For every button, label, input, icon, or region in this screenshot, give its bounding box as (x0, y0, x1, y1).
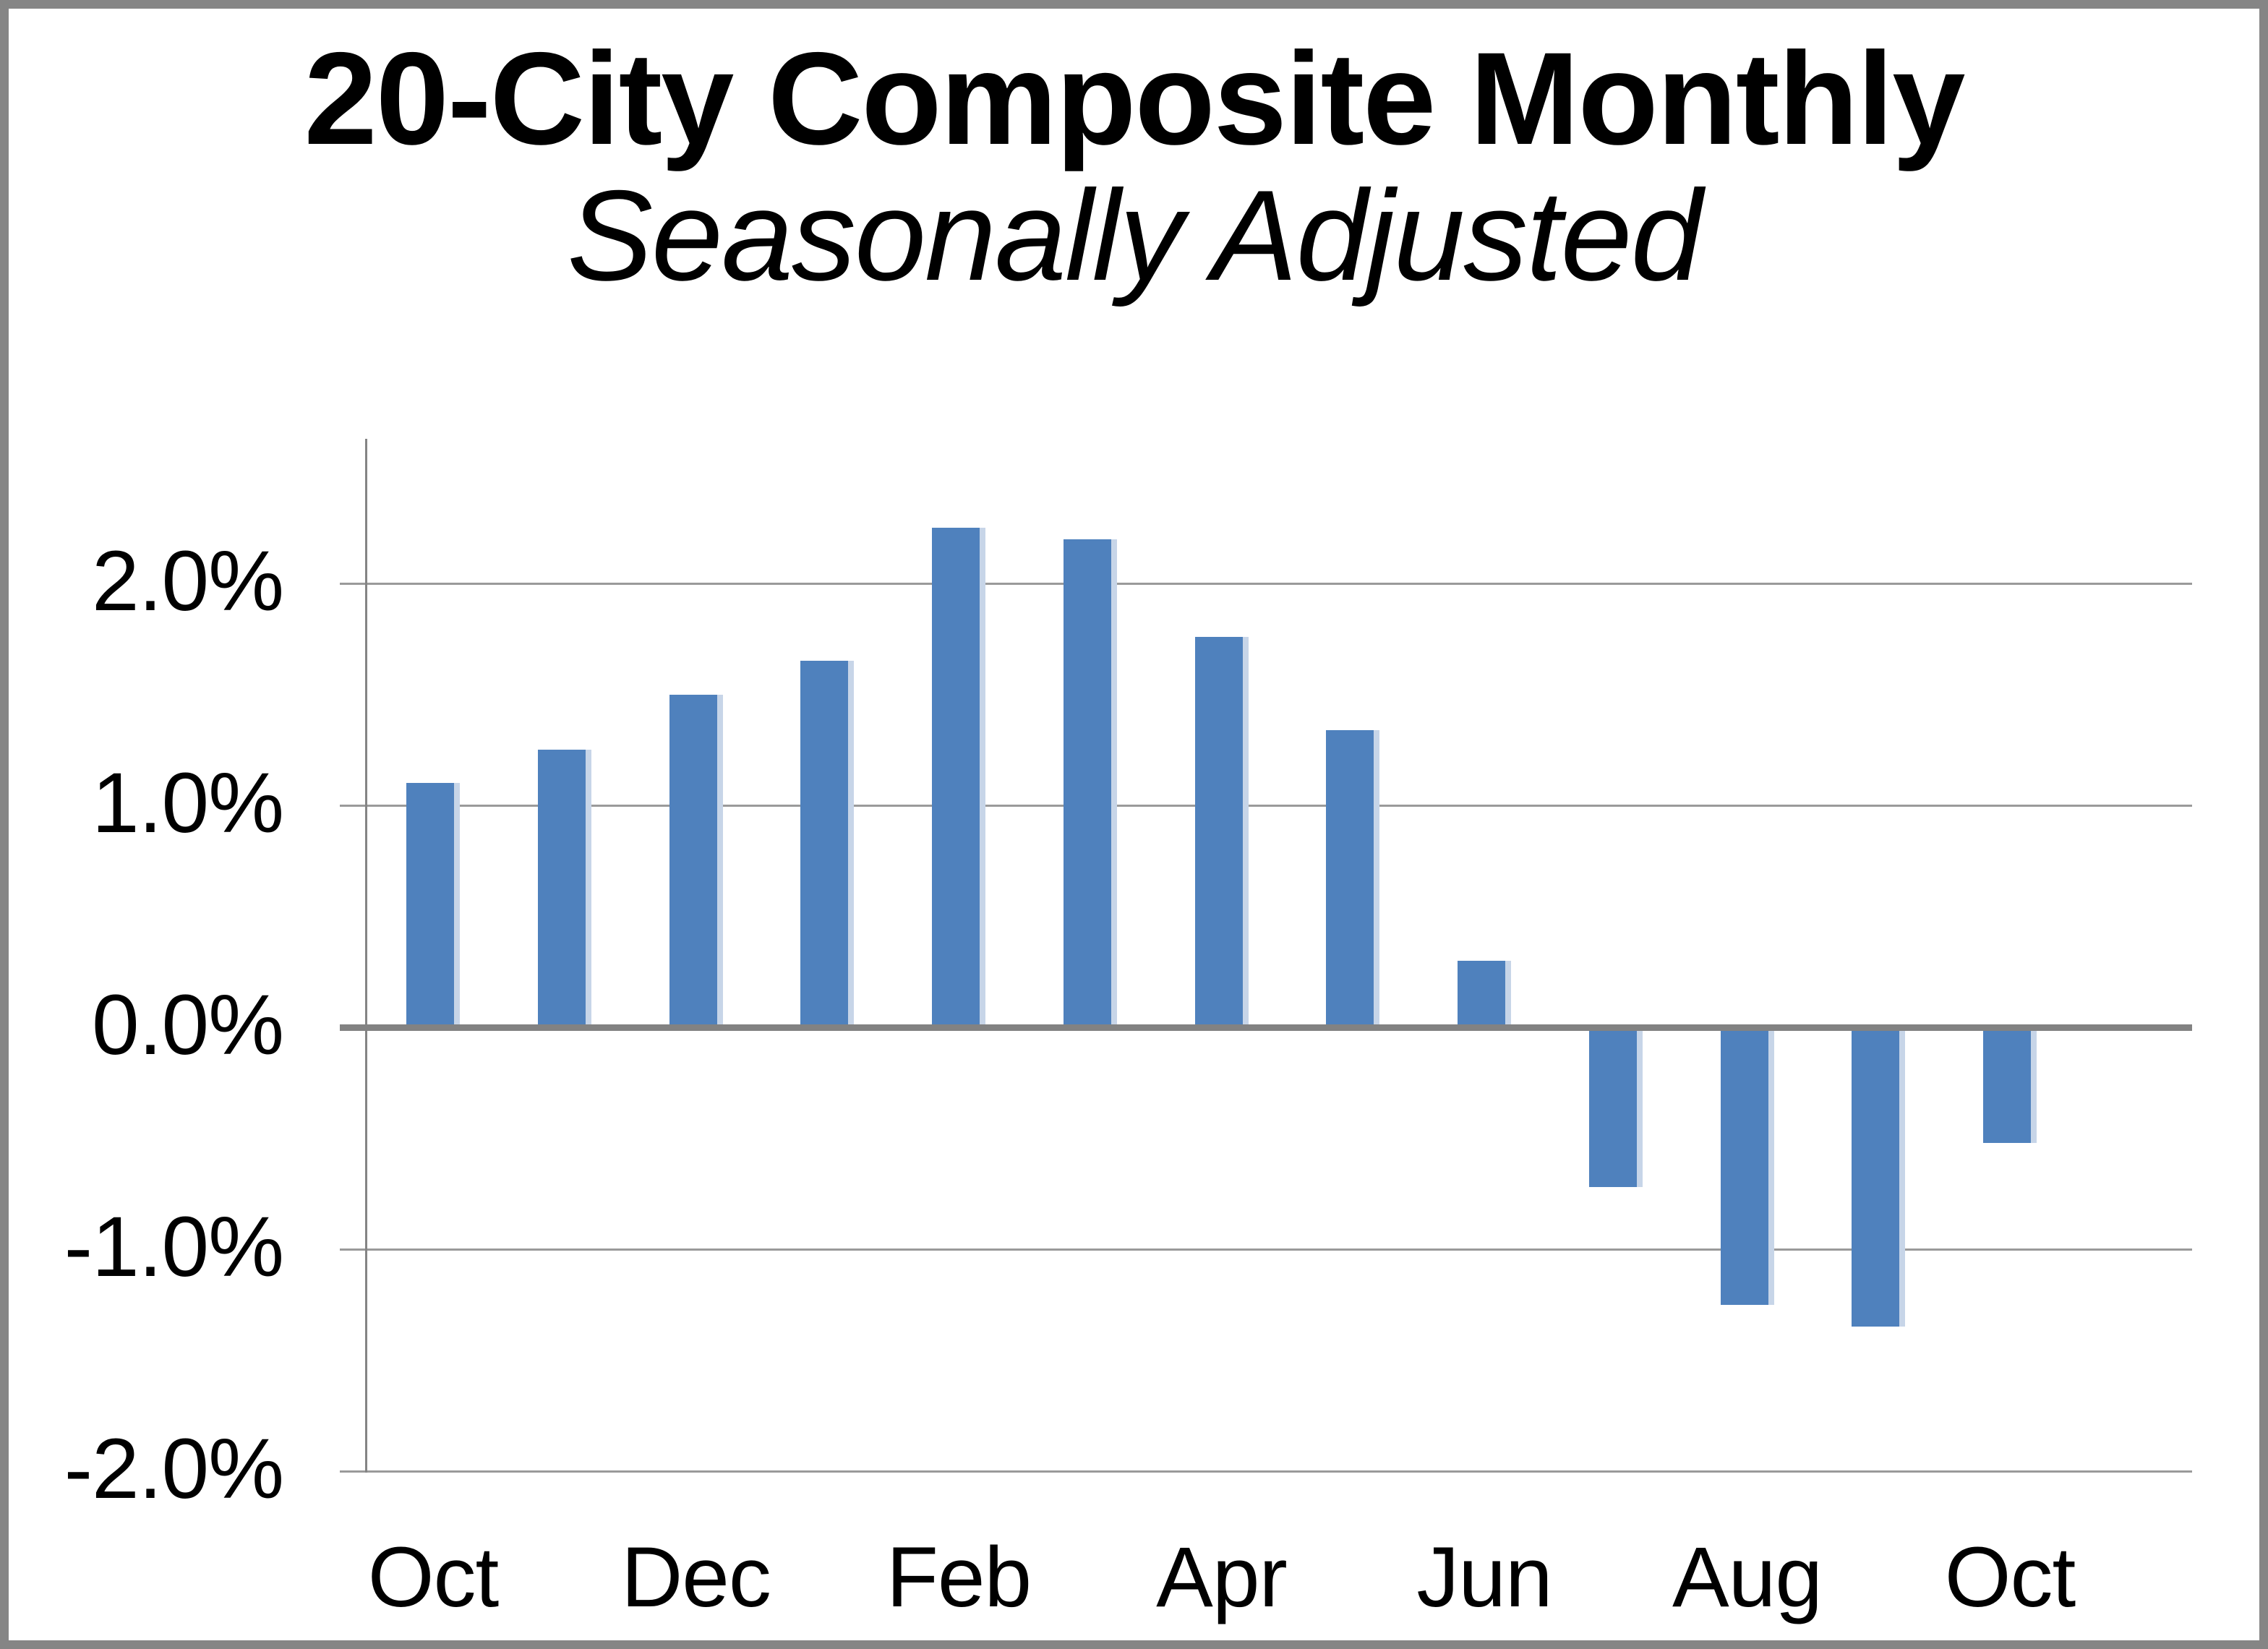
x-tick-label-Oct-0: Oct (367, 1529, 500, 1625)
x-tick-label-Aug-5: Aug (1672, 1529, 1823, 1625)
bar-May (1326, 729, 1379, 1027)
chart-subtitle: Seasonally Adjusted (567, 163, 1702, 307)
bar-Feb (932, 528, 985, 1027)
bar-Oct (1983, 1027, 2037, 1143)
y-tick-label: -2.0% (64, 1421, 284, 1517)
gridline--1.0% (340, 1248, 2192, 1251)
chart-title: 20-City Composite Monthly (304, 25, 1966, 172)
bar-Mar (1064, 539, 1117, 1027)
zero-axis-line (340, 1024, 2192, 1031)
x-tick-label-Dec-1: Dec (621, 1529, 771, 1625)
y-tick-label: 0.0% (92, 977, 284, 1073)
bar-Apr (1195, 636, 1249, 1027)
x-tick-label-Apr-3: Apr (1156, 1529, 1288, 1625)
bar-Nov (538, 750, 591, 1027)
bar-Oct (406, 783, 460, 1027)
x-tick-label-Feb-2: Feb (886, 1529, 1032, 1625)
y-tick-label: -1.0% (64, 1199, 284, 1295)
bar-Sep (1852, 1027, 1905, 1327)
gridline--2.0% (340, 1470, 2192, 1473)
y-tick-label: 2.0% (92, 533, 284, 629)
x-tick-label-Oct-6: Oct (1944, 1529, 2076, 1625)
y-tick-label: 1.0% (92, 755, 284, 851)
bar-Jun (1458, 960, 1511, 1027)
gridline-1.0% (340, 805, 2192, 807)
x-tick-label-Jun-4: Jun (1416, 1529, 1552, 1625)
bar-Jul (1589, 1027, 1643, 1188)
bar-Jan (800, 661, 854, 1027)
gridline-2.0% (340, 583, 2192, 585)
bar-Aug (1721, 1027, 1774, 1305)
y-axis-line (365, 439, 367, 1473)
bar-Dec (669, 694, 723, 1027)
